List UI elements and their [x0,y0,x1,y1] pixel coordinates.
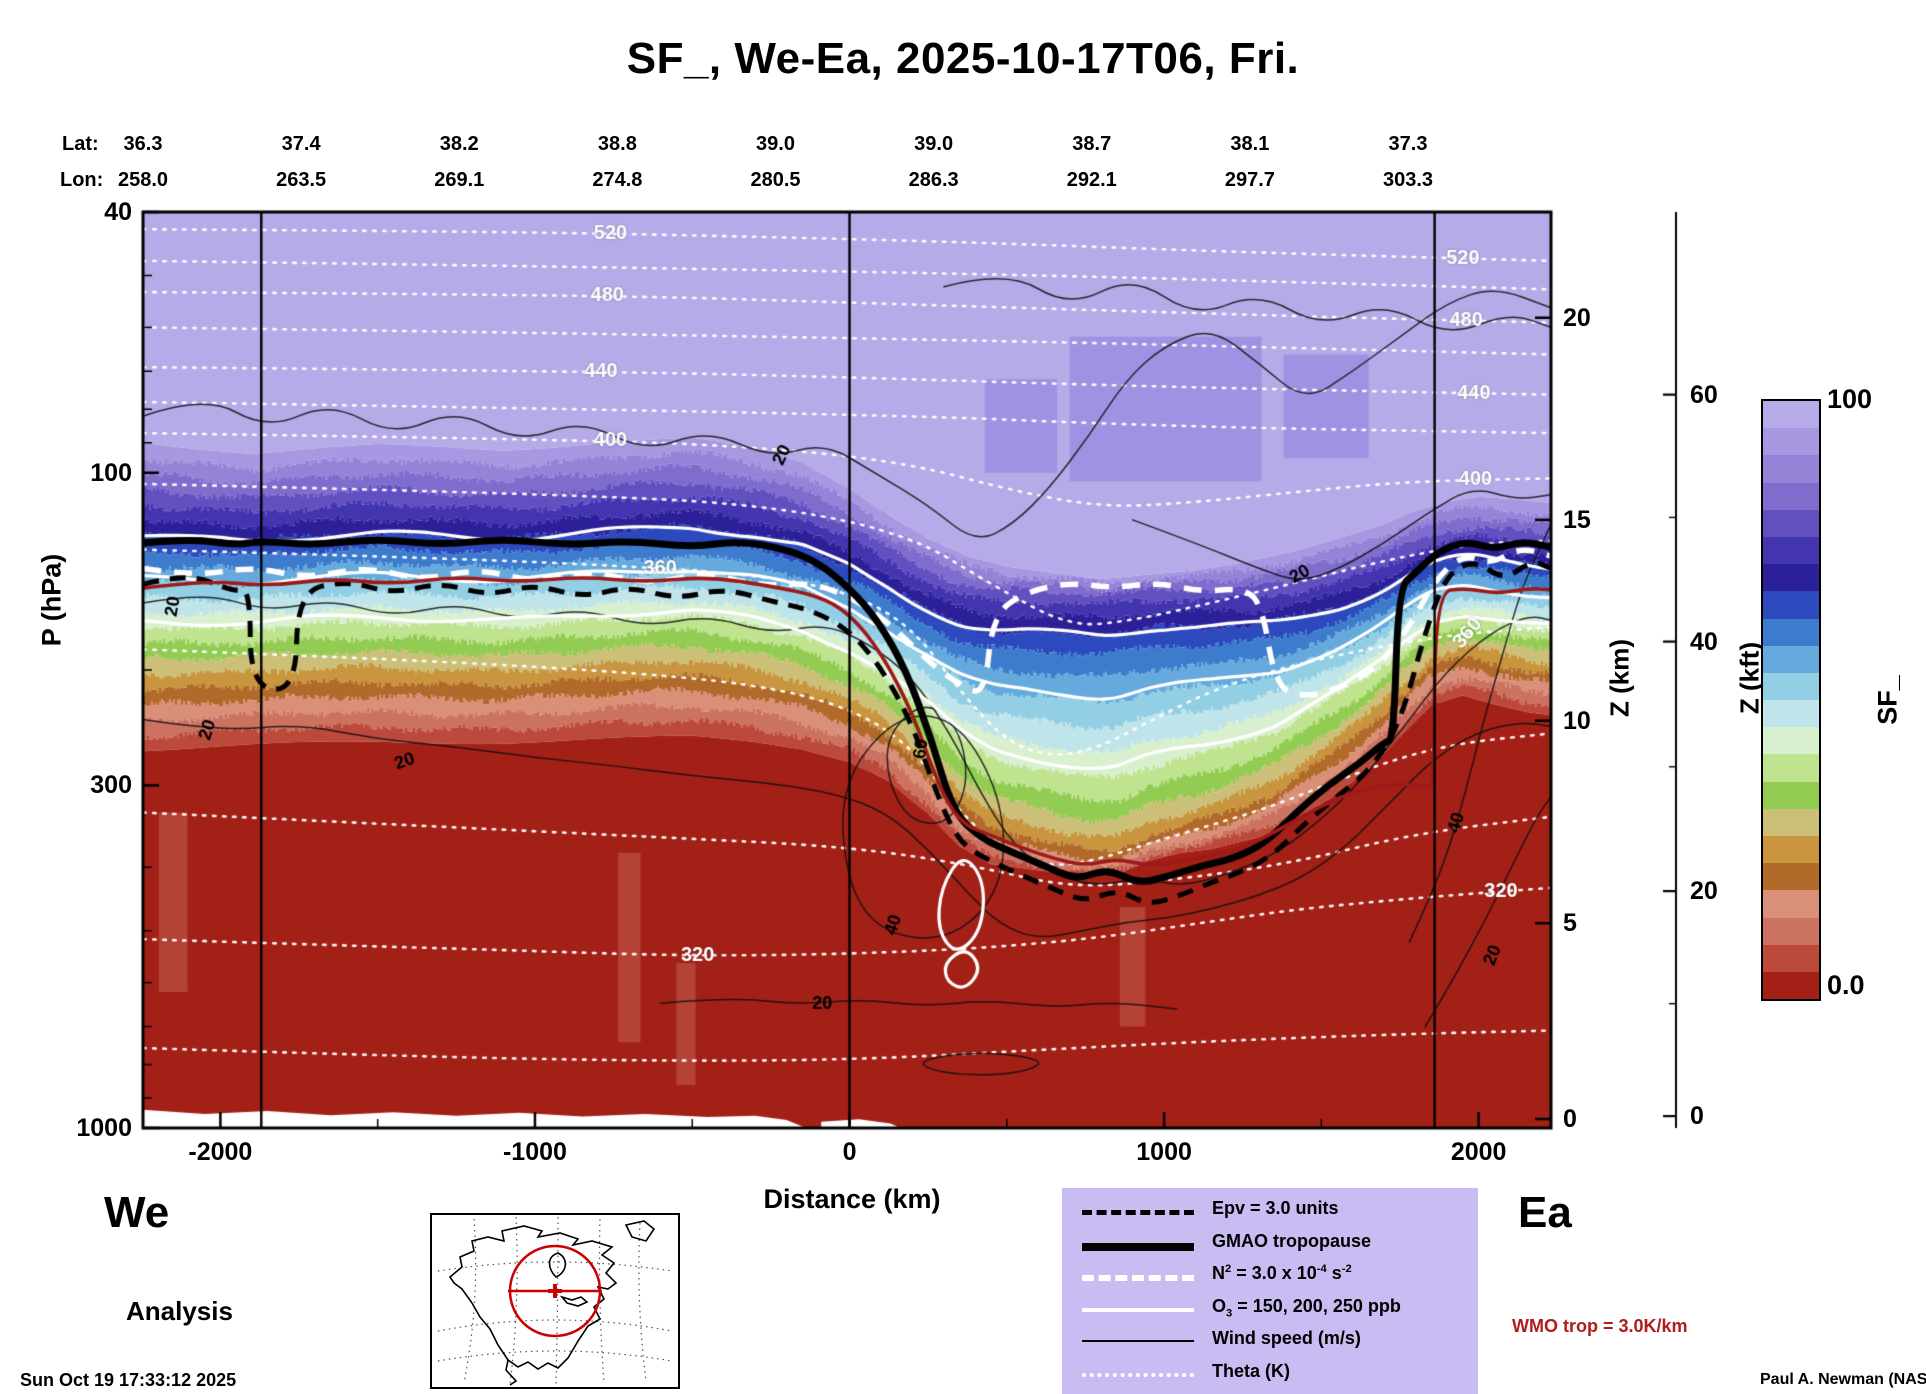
lat-value: 39.0 [914,133,954,155]
zkft-tick-label: 20 [1690,877,1718,906]
lat-row-label: Lat: [62,133,99,155]
wind-line-sample [1082,1340,1194,1342]
legend-label-o3: O3 = 150, 200, 250 ppb [1212,1295,1401,1320]
x-axis-title: Distance (km) [763,1184,941,1214]
colorbar-segment [1763,890,1819,918]
p-tick-label: 300 [90,771,132,800]
legend-item-gmao: GMAO tropopause [1062,1229,1478,1261]
map-coastline [448,1220,656,1386]
analysis-label: Analysis [126,1296,233,1326]
lon-value: 292.1 [1066,169,1117,191]
lat-value: 37.3 [1388,133,1428,155]
x-tick-label: 0 [842,1138,857,1166]
lon-value: 258.0 [117,169,169,191]
legend-box: Epv = 3.0 units GMAO tropopause N2 = 3.0 x… [1062,1188,1478,1394]
legend-label-gmao: GMAO tropopause [1212,1230,1372,1251]
zkft-tick-label: 40 [1690,627,1718,656]
x-tick-label: 2000 [1450,1138,1507,1166]
colorbar [1761,399,1821,1001]
colorbar-segment [1763,917,1819,945]
colorbar-segment [1763,727,1819,755]
lon-value: 263.5 [276,169,327,191]
p-tick-label: 100 [90,458,132,487]
gmao-line-sample [1082,1242,1194,1251]
creation-timestamp: Sun Oct 19 17:33:12 2025 [20,1370,237,1390]
colorbar-max-label: 100 [1827,384,1873,414]
colorbar-segment [1763,482,1819,510]
z-km-axis-title: Z (km) [1604,639,1635,717]
zkft-tick-label: 60 [1690,380,1718,409]
epv-line-sample [1082,1210,1194,1215]
x-tick-label: -1000 [502,1138,567,1166]
theta-line-sample [1082,1372,1194,1377]
lat-value: 38.7 [1072,133,1112,155]
colorbar-segment [1763,401,1819,429]
x-tick-label: 1000 [1136,1138,1192,1166]
colorbar-min-label: 0.0 [1827,970,1865,1000]
legend-item-epv: Epv = 3.0 units [1062,1196,1478,1228]
lat-value: 38.2 [439,133,479,155]
colorbar-segment [1763,428,1819,456]
lon-row-label: Lon: [60,169,104,191]
colorbar-segment [1763,808,1819,836]
lat-value: 39.0 [756,133,795,155]
legend-label-wind: Wind speed (m/s) [1212,1328,1361,1348]
zkft-tick-label: 0 [1690,1102,1704,1131]
n2-line-sample [1082,1275,1194,1281]
lat-value: 38.8 [597,133,637,155]
lon-value: 274.8 [592,169,643,191]
lon-value: 303.3 [1382,169,1434,191]
wmo-trop-note: WMO trop = 3.0K/km [1512,1316,1688,1336]
legend-item-wind: Wind speed (m/s) [1062,1326,1478,1358]
map-inset [430,1213,680,1389]
colorbar-segment [1763,645,1819,673]
colorbar-segment [1763,509,1819,537]
lat-value: 36.3 [123,133,163,155]
colorbar-segment [1763,863,1819,891]
west-endpoint-label: We [104,1188,170,1237]
o3-line-sample [1082,1307,1194,1312]
p-tick-label: 1000 [76,1114,132,1142]
legend-label-n2: N2 = 3.0 x 10-4 s-2 [1212,1263,1352,1283]
colorbar-segment [1763,672,1819,701]
colorbar-segment [1763,618,1819,646]
lon-value: 297.7 [1224,169,1275,191]
x-tick-label: -2000 [188,1138,253,1166]
legend-label-epv: Epv = 3.0 units [1212,1198,1339,1218]
colorbar-segment [1763,754,1819,782]
colorbar-title: SF_ [1872,675,1903,725]
colorbar-segment [1763,781,1819,809]
zkm-tick-label: 20 [1563,303,1591,332]
legend-label-theta: Theta (K) [1212,1360,1290,1381]
legend-item-n2: N2 = 3.0 x 10-4 s-2 [1062,1261,1478,1293]
p-tick-label: 40 [104,198,132,226]
zkm-tick-label: 15 [1563,505,1591,534]
page-title: SF_, We-Ea, 2025-10-17T06, Fri. [626,34,1300,83]
zkm-tick-label: 5 [1563,909,1577,938]
lon-value: 280.5 [750,169,801,191]
y-axis-title: P (hPa) [36,553,67,647]
lat-value: 38.1 [1230,133,1270,155]
colorbar-segment [1763,944,1819,972]
lat-value: 37.4 [281,133,321,155]
legend-item-o3: O3 = 150, 200, 250 ppb [1062,1294,1478,1326]
colorbar-segment [1763,971,1819,1000]
map-graticule [437,1216,673,1386]
map-target-circle [508,1244,602,1338]
lon-value: 269.1 [434,169,485,191]
legend-item-theta: Theta (K) [1062,1359,1478,1391]
colorbar-segment [1763,455,1819,483]
colorbar-segment [1763,700,1819,728]
lon-value: 286.3 [908,169,959,191]
colorbar-segment [1763,591,1819,619]
credit-text: Paul A. Newman (NASA [1760,1371,1926,1388]
colorbar-segment [1763,536,1819,565]
east-endpoint-label: Ea [1518,1188,1572,1237]
zkm-tick-label: 0 [1563,1105,1577,1134]
colorbar-segment [1763,564,1819,592]
zkm-tick-label: 10 [1563,706,1591,735]
colorbar-segment [1763,836,1819,864]
